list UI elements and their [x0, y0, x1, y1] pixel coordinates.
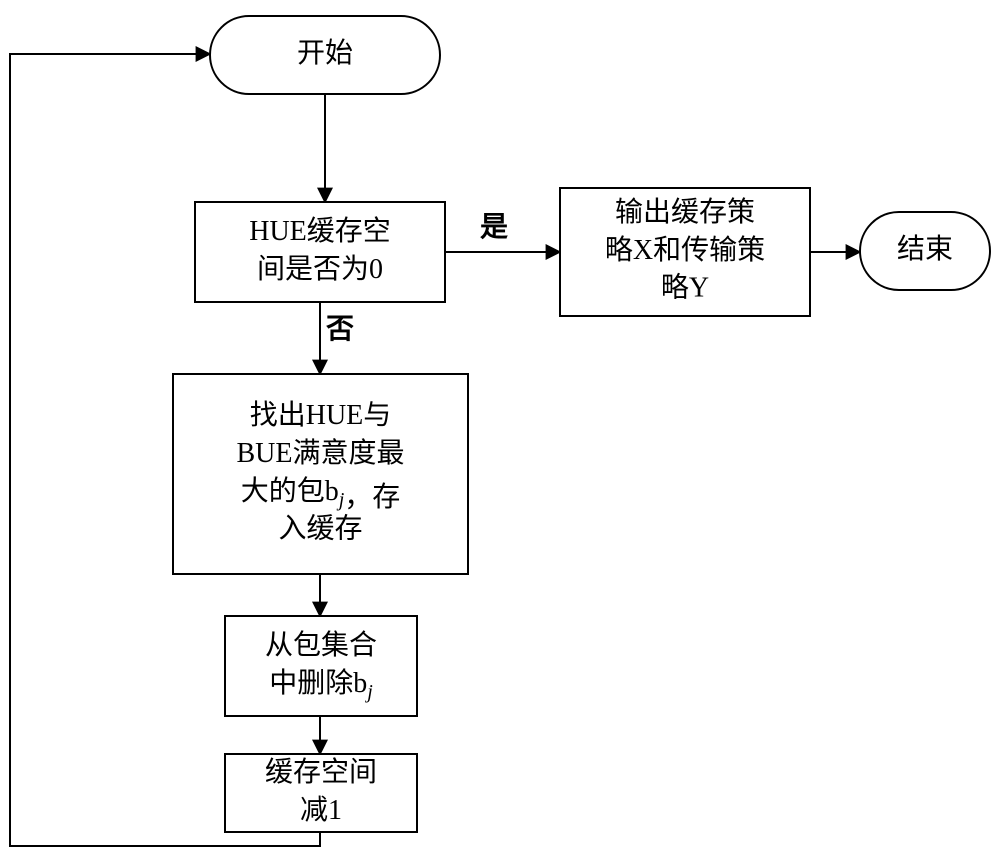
- node-decision: HUE缓存空间是否为0: [195, 202, 445, 302]
- node-text: 输出缓存策: [615, 196, 755, 228]
- node-delete: 从包集合中删除bj: [225, 616, 417, 716]
- node-text: HUE缓存空: [249, 215, 391, 247]
- node-text: 中删除bj: [269, 667, 373, 703]
- node-start: 开始: [210, 16, 440, 94]
- node-decr: 缓存空间减1: [225, 754, 417, 832]
- node-text: BUE满意度最: [236, 437, 404, 469]
- node-text: 间是否为0: [257, 253, 383, 285]
- node-text: 略Y: [661, 272, 709, 304]
- node-text: 开始: [297, 37, 353, 69]
- edge-label: 是: [480, 212, 508, 243]
- node-text: 找出HUE与: [250, 399, 392, 431]
- node-text: 入缓存: [278, 513, 362, 545]
- flowchart-canvas: 是否 开始 HUE缓存空间是否为0 输出缓存策略X和传输策略Y 结束找出HUE与 BUE…: [0, 0, 1000, 863]
- node-text: 结束: [897, 233, 953, 265]
- node-text: 略X和传输策: [605, 234, 765, 266]
- node-text: 缓存空间: [265, 756, 377, 788]
- node-output: 输出缓存策略X和传输策略Y: [560, 188, 810, 316]
- edge-label: 否: [326, 314, 354, 345]
- node-end: 结束: [860, 212, 990, 290]
- node-findpkg: 找出HUE与BUE满意度最大的包bj，存入缓存: [173, 374, 468, 574]
- node-text: 从包集合: [265, 629, 377, 661]
- nodes-group: 开始 HUE缓存空间是否为0 输出缓存策略X和传输策略Y 结束找出HUE与 BUE满意度…: [173, 16, 990, 832]
- node-text: 减1: [300, 794, 342, 826]
